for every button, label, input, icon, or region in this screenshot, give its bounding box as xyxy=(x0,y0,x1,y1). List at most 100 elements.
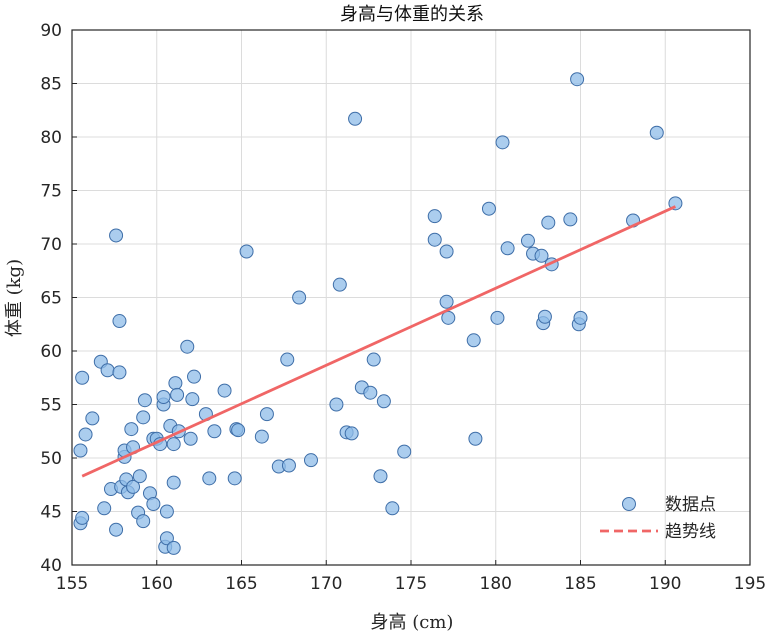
data-point xyxy=(520,233,535,248)
data-point xyxy=(363,385,378,400)
data-point xyxy=(329,397,344,412)
data-point xyxy=(126,479,141,494)
data-point xyxy=(385,501,400,516)
data-point xyxy=(166,437,181,452)
x-tick-label: 180 xyxy=(480,574,512,594)
y-axis-ticks: 40 45 50 55 60 65 70 75 80 85 90 xyxy=(40,21,77,576)
data-point xyxy=(490,310,505,325)
data-point xyxy=(427,209,442,224)
data-point xyxy=(573,310,588,325)
data-point xyxy=(109,228,124,243)
data-point xyxy=(183,431,198,446)
x-tick-label: 185 xyxy=(564,574,596,594)
data-point xyxy=(166,540,181,555)
data-point xyxy=(570,72,585,87)
data-point xyxy=(202,471,217,486)
y-tick-label: 45 xyxy=(40,503,62,523)
data-point xyxy=(75,370,90,385)
data-point xyxy=(78,427,93,442)
y-tick-label: 85 xyxy=(40,75,62,95)
data-point xyxy=(541,215,556,230)
data-point xyxy=(159,504,174,519)
x-axis-ticks: 155 160 165 170 175 180 185 190 195 xyxy=(56,560,766,594)
data-point xyxy=(239,244,254,259)
data-point xyxy=(217,383,232,398)
data-point xyxy=(166,475,181,490)
data-point xyxy=(97,501,112,516)
data-point xyxy=(563,212,578,227)
data-point xyxy=(259,407,274,422)
data-point xyxy=(124,422,139,437)
x-tick-label: 160 xyxy=(141,574,173,594)
legend-label-points: 数据点 xyxy=(665,495,716,515)
data-point xyxy=(109,522,124,537)
data-point xyxy=(495,135,510,150)
y-tick-label: 70 xyxy=(40,235,62,255)
data-point xyxy=(348,111,363,126)
data-point xyxy=(156,390,171,405)
y-tick-label: 40 xyxy=(40,556,62,576)
data-point xyxy=(254,429,269,444)
data-point xyxy=(132,469,147,484)
data-point xyxy=(136,410,151,425)
legend-label-trend: 趋势线 xyxy=(665,522,716,542)
y-tick-label: 55 xyxy=(40,396,62,416)
data-point xyxy=(112,365,127,380)
data-point xyxy=(231,423,246,438)
y-tick-label: 75 xyxy=(40,182,62,202)
data-point xyxy=(185,392,200,407)
y-tick-label: 60 xyxy=(40,342,62,362)
data-point xyxy=(500,241,515,256)
x-tick-label: 175 xyxy=(395,574,427,594)
data-point xyxy=(85,411,100,426)
trend-line xyxy=(81,205,676,478)
y-tick-label: 90 xyxy=(40,21,62,41)
data-point xyxy=(303,453,318,468)
data-point xyxy=(159,531,174,546)
data-points xyxy=(73,72,683,555)
data-point xyxy=(180,339,195,354)
data-point xyxy=(366,352,381,367)
y-axis-title: 体重 (kg) xyxy=(4,259,25,337)
data-point xyxy=(441,310,456,325)
data-point xyxy=(649,125,664,140)
x-tick-label: 165 xyxy=(225,574,257,594)
data-point xyxy=(170,387,185,402)
data-point xyxy=(427,232,442,247)
y-tick-label: 80 xyxy=(40,128,62,148)
x-tick-label: 190 xyxy=(649,574,681,594)
data-point xyxy=(281,458,296,473)
data-point xyxy=(146,497,161,512)
y-tick-label: 65 xyxy=(40,289,62,309)
data-point xyxy=(207,424,222,439)
data-point xyxy=(439,294,454,309)
data-point xyxy=(75,510,90,525)
data-point xyxy=(292,290,307,305)
data-point xyxy=(481,201,496,216)
data-point xyxy=(439,244,454,259)
data-point xyxy=(168,376,183,391)
data-point xyxy=(537,309,552,324)
legend-marker-points xyxy=(622,497,636,511)
data-point xyxy=(137,393,152,408)
chart-title: 身高与体重的关系 xyxy=(340,4,484,25)
trend-line-group xyxy=(81,205,676,478)
data-point xyxy=(466,333,481,348)
y-tick-label: 50 xyxy=(40,449,62,469)
data-point xyxy=(280,352,295,367)
data-point xyxy=(136,514,151,529)
data-point xyxy=(344,426,359,441)
x-tick-label: 170 xyxy=(310,574,342,594)
data-point xyxy=(100,363,115,378)
data-point xyxy=(468,431,483,446)
x-tick-label: 195 xyxy=(734,574,766,594)
data-point xyxy=(73,443,88,458)
data-point xyxy=(534,248,549,263)
data-point xyxy=(373,469,388,484)
data-point xyxy=(332,277,347,292)
data-point xyxy=(112,314,127,329)
data-point xyxy=(187,369,202,384)
